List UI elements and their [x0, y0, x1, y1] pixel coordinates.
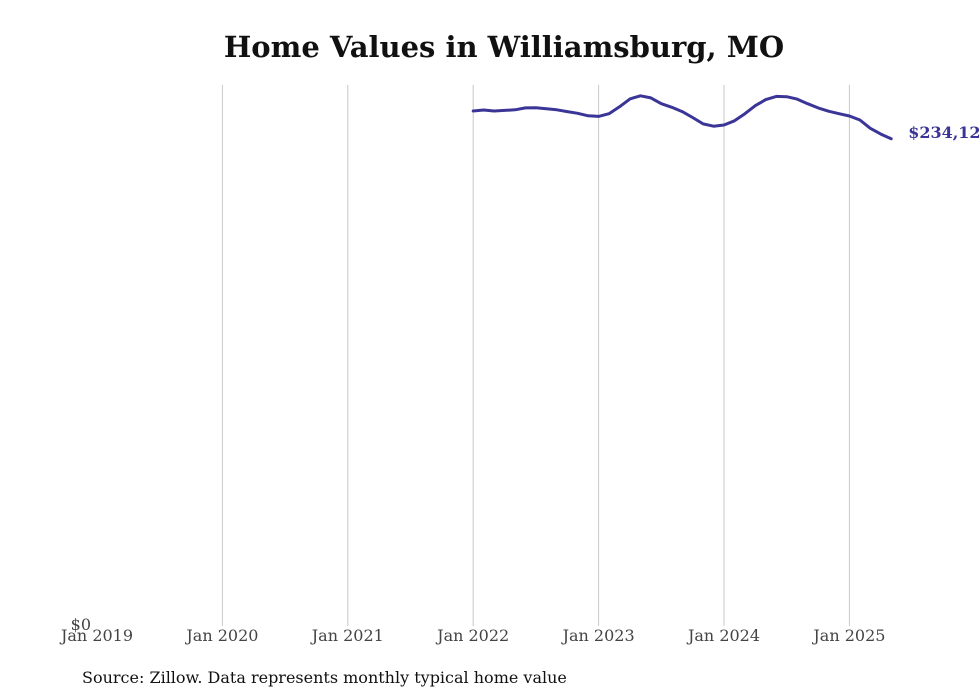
series-layer: $234,126 — [471, 94, 980, 142]
chart-title: Home Values in Williamsburg, MO — [223, 30, 785, 64]
series-line — [471, 94, 893, 141]
gridlines — [221, 85, 850, 626]
y-axis-ticks: $0 — [71, 615, 91, 634]
source-note: Source: Zillow. Data represents monthly … — [82, 668, 567, 687]
x-tick-label: Jan 2023 — [561, 626, 635, 645]
y-tick-label: $0 — [71, 615, 91, 634]
x-tick-label: Jan 2024 — [686, 626, 760, 645]
x-tick-label: Jan 2025 — [811, 626, 885, 645]
x-tick-label: Jan 2020 — [184, 626, 258, 645]
x-axis-ticks: Jan 2019 Jan 2020 Jan 2021 Jan 2022 Jan 2023… — [59, 626, 885, 645]
x-tick-label: Jan 2019 — [59, 626, 133, 645]
x-tick-label: Jan 2022 — [435, 626, 509, 645]
x-tick-label: Jan 2021 — [310, 626, 384, 645]
end-value-label: $234,126 — [908, 123, 980, 142]
